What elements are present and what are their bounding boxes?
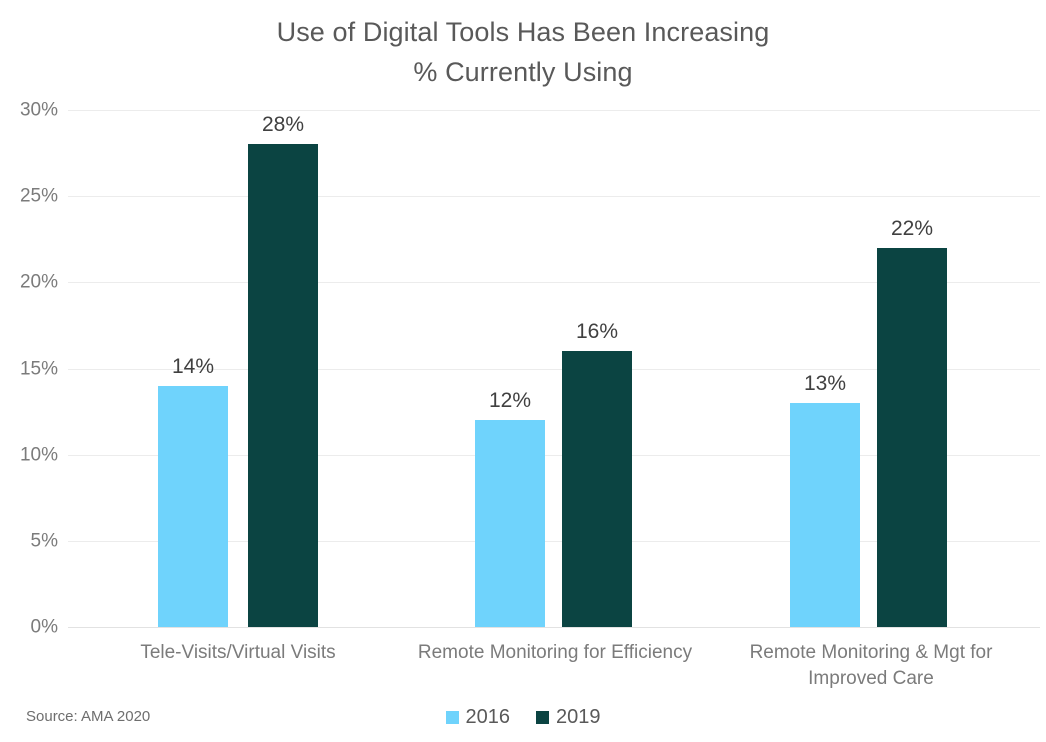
bar-value-label: 14%: [171, 354, 215, 378]
gridline: [68, 368, 1040, 370]
gridline: [68, 627, 1040, 628]
legend-swatch-icon: [445, 710, 459, 724]
source-note: Source: AMA 2020: [26, 708, 151, 725]
legend-swatch-icon: [536, 710, 549, 724]
bar-value-label: 16%: [575, 320, 619, 344]
category-label-1: Tele-Visits/Virtual Visits: [18, 640, 458, 666]
gridline: [68, 110, 1040, 111]
bar-2019-3[interactable]: [877, 247, 947, 627]
category-label-2: Remote Monitoring for Efficiency: [335, 640, 775, 666]
bar-value-label: 12%: [488, 389, 532, 413]
bar-2019-2[interactable]: [562, 351, 632, 627]
gridline: [68, 540, 1040, 542]
chart-subtitle: % Currently Using: [413, 57, 633, 87]
category-label-line: Improved Care: [808, 668, 934, 689]
bar-value-label: 28%: [261, 113, 305, 137]
legend-item-2019[interactable]: 2019: [536, 707, 601, 727]
y-axis-tick-label: 5%: [30, 530, 58, 552]
bar-2019-1[interactable]: [248, 144, 318, 627]
legend-item-2016[interactable]: 2016: [445, 706, 511, 728]
category-label-3: Remote Monitoring & Mgt for Improved Care: [651, 640, 1046, 692]
y-axis-tick-label: 0%: [30, 616, 58, 638]
bar-2016-2[interactable]: [475, 420, 545, 627]
legend-label: 2019: [556, 706, 601, 728]
gridline: [68, 282, 1040, 284]
y-axis-tick-label: 10%: [19, 444, 58, 466]
bar-2016-3[interactable]: [790, 402, 860, 627]
chart-title: Use of Digital Tools Has Been Increasing…: [0, 12, 1046, 92]
y-axis-tick-label: 15%: [19, 358, 58, 379]
gridline: [68, 196, 1040, 198]
bar-value-label: 13%: [803, 371, 847, 395]
y-axis-tick-label: 20%: [19, 271, 58, 293]
plot-area: [68, 110, 1040, 628]
chart-title-line1: Use of Digital Tools Has Been Increasing: [276, 17, 770, 47]
legend-label: 2016: [465, 706, 511, 728]
category-label-line: Tele-Visits/Virtual Visits: [140, 642, 336, 663]
bar-value-label: 22%: [890, 216, 934, 240]
chart-legend: 2016 2019: [0, 707, 1046, 727]
y-axis-tick-label: 30%: [19, 99, 58, 121]
bar-2016-1[interactable]: [158, 385, 228, 627]
gridline: [68, 454, 1040, 456]
category-label-line: Remote Monitoring for Efficiency: [417, 642, 693, 663]
y-axis-tick-label: 25%: [19, 185, 58, 207]
category-label-line: Remote Monitoring & Mgt for: [749, 642, 993, 663]
